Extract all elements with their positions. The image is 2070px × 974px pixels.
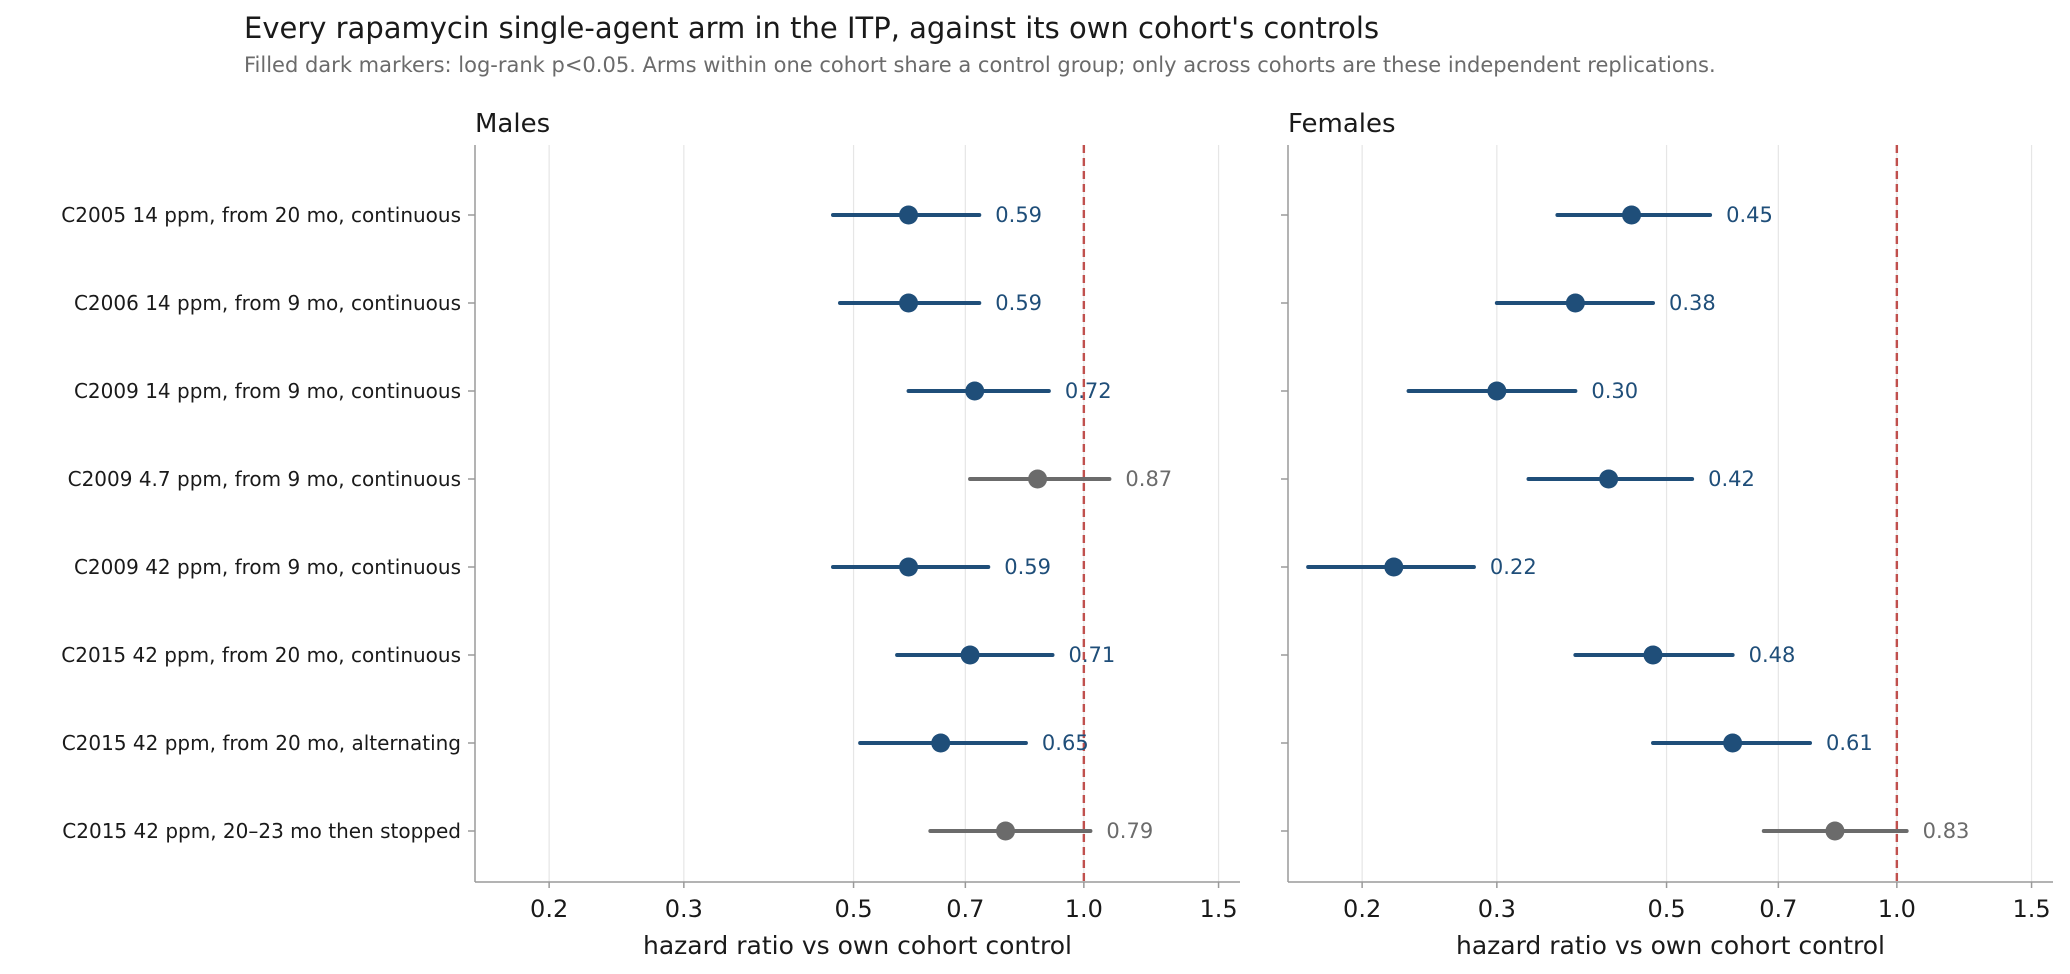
hr-marker [1622, 205, 1642, 225]
x-tick-label: 0.3 [665, 895, 703, 923]
x-tick-label: 0.3 [1478, 895, 1516, 923]
hr-marker [965, 381, 985, 401]
hr-value-label: 0.48 [1749, 643, 1796, 667]
x-tick-label: 1.0 [1065, 895, 1103, 923]
arm-label: C2006 14 ppm, from 9 mo, continuous [74, 291, 461, 315]
hr-value-label: 0.72 [1065, 379, 1112, 403]
x-tick-label: 0.5 [834, 895, 872, 923]
arm-label: C2015 42 ppm, from 20 mo, alternating [62, 731, 461, 755]
x-axis-label: hazard ratio vs own cohort control [643, 931, 1072, 960]
arm-label: C2015 42 ppm, from 20 mo, continuous [61, 643, 461, 667]
x-tick-label: 1.0 [1878, 895, 1916, 923]
hr-value-label: 0.22 [1490, 555, 1537, 579]
x-axis-label: hazard ratio vs own cohort control [1456, 931, 1885, 960]
hr-marker [1643, 645, 1663, 665]
hr-value-label: 0.71 [1069, 643, 1116, 667]
hr-value-label: 0.42 [1708, 467, 1755, 491]
hr-value-label: 0.30 [1591, 379, 1638, 403]
hr-value-label: 0.59 [1004, 555, 1051, 579]
panel-title-females: Females [1288, 109, 1396, 139]
arm-label: C2005 14 ppm, from 20 mo, continuous [61, 203, 461, 227]
hr-marker [899, 205, 919, 225]
panel-title-males: Males [475, 109, 550, 139]
x-tick-label: 1.5 [1199, 895, 1237, 923]
hr-marker [1028, 469, 1048, 489]
x-tick-label: 0.2 [1343, 895, 1381, 923]
hr-marker [899, 557, 919, 577]
x-tick-label: 0.2 [530, 895, 568, 923]
x-tick-label: 1.5 [2012, 895, 2050, 923]
hr-marker [1565, 293, 1585, 313]
x-tick-label: 0.5 [1647, 895, 1685, 923]
x-tick-label: 0.7 [946, 895, 984, 923]
hr-value-label: 0.59 [995, 203, 1042, 227]
arm-label: C2009 4.7 ppm, from 9 mo, continuous [68, 467, 461, 491]
arm-label: C2009 42 ppm, from 9 mo, continuous [74, 555, 461, 579]
hr-value-label: 0.45 [1726, 203, 1773, 227]
hr-marker [1825, 821, 1845, 841]
arm-label: C2015 42 ppm, 20–23 mo then stopped [62, 819, 461, 843]
figure-title: Every rapamycin single-agent arm in the … [244, 11, 1379, 45]
hr-value-label: 0.87 [1125, 467, 1172, 491]
hr-marker [899, 293, 919, 313]
hr-marker [1384, 557, 1404, 577]
hr-marker [960, 645, 980, 665]
hr-value-label: 0.38 [1669, 291, 1716, 315]
hr-value-label: 0.79 [1106, 819, 1153, 843]
hr-value-label: 0.59 [995, 291, 1042, 315]
arm-label: C2009 14 ppm, from 9 mo, continuous [74, 379, 461, 403]
panel-males: Males 0.2 0.3 0.5 0.7 1.0 1.5 hazard ratio vs … [61, 109, 1240, 960]
hr-marker [1487, 381, 1507, 401]
hr-value-label: 0.83 [1923, 819, 1970, 843]
hr-marker [1599, 469, 1619, 489]
hr-marker [931, 733, 951, 753]
x-tick-label: 0.7 [1759, 895, 1797, 923]
figure-subtitle: Filled dark markers: log-rank p<0.05. Ar… [244, 53, 1716, 77]
hr-marker [996, 821, 1016, 841]
panel-females: Females 0.2 0.3 0.5 0.7 1.0 1.5 hazard ratio v… [1281, 109, 2053, 960]
hr-value-label: 0.65 [1042, 731, 1089, 755]
hr-value-label: 0.61 [1826, 731, 1873, 755]
hr-marker [1723, 733, 1743, 753]
